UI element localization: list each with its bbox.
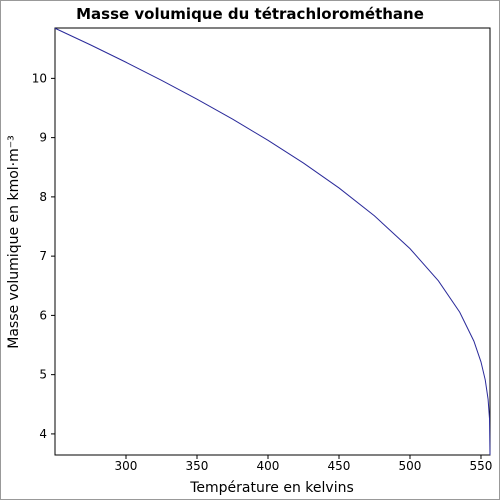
y-tick-label: 8: [39, 190, 47, 204]
x-tick-label: 300: [115, 459, 138, 473]
x-tick-label: 500: [399, 459, 422, 473]
y-tick-label: 4: [39, 427, 47, 441]
x-axis-label: Température en kelvins: [189, 480, 354, 496]
y-tick-label: 10: [32, 71, 47, 85]
plot-area: [54, 27, 491, 456]
x-tick-label: 450: [328, 459, 351, 473]
y-tick-label: 5: [39, 368, 47, 382]
y-tick-label: 7: [39, 249, 47, 263]
y-tick-label: 9: [39, 131, 47, 145]
x-tick-label: 350: [186, 459, 209, 473]
y-tick-label: 6: [39, 308, 47, 322]
chart-title: Masse volumique du tétrachlorométhane: [76, 5, 424, 23]
y-axis-label: Masse volumique en kmol·m⁻³: [6, 135, 22, 349]
data-line: [54, 27, 491, 456]
x-tick-label: 550: [470, 459, 493, 473]
x-tick-label: 400: [257, 459, 280, 473]
